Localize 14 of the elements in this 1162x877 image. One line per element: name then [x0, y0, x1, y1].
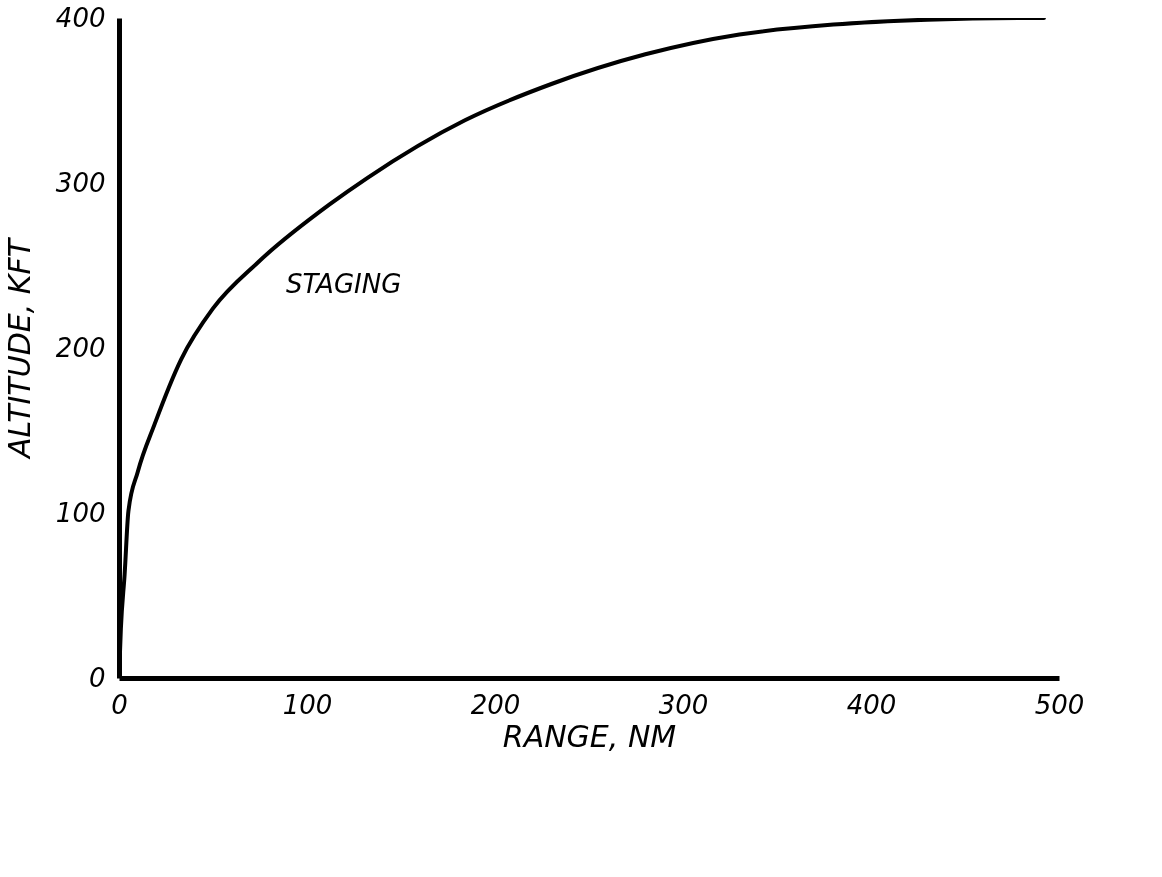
y-tick-label: 200 [55, 332, 106, 363]
x-tick-label: 400 [846, 689, 897, 720]
y-tick-label: 400 [55, 2, 106, 33]
x-tick-label: 300 [658, 689, 709, 720]
x-tick-label: 500 [1034, 689, 1085, 720]
x-tick-label: 100 [282, 689, 333, 720]
y-axis-title: ALTITUDE, KFT [1, 236, 37, 461]
y-tick-label: 0 [88, 662, 106, 693]
y-tick-label: 300 [55, 167, 106, 198]
y-tick-label: 100 [55, 497, 106, 528]
x-tick-label: 0 [111, 689, 128, 720]
annotation: STAGING [286, 269, 402, 300]
x-axis-title: RANGE, NM [502, 718, 677, 754]
x-tick-label: 200 [470, 689, 521, 720]
